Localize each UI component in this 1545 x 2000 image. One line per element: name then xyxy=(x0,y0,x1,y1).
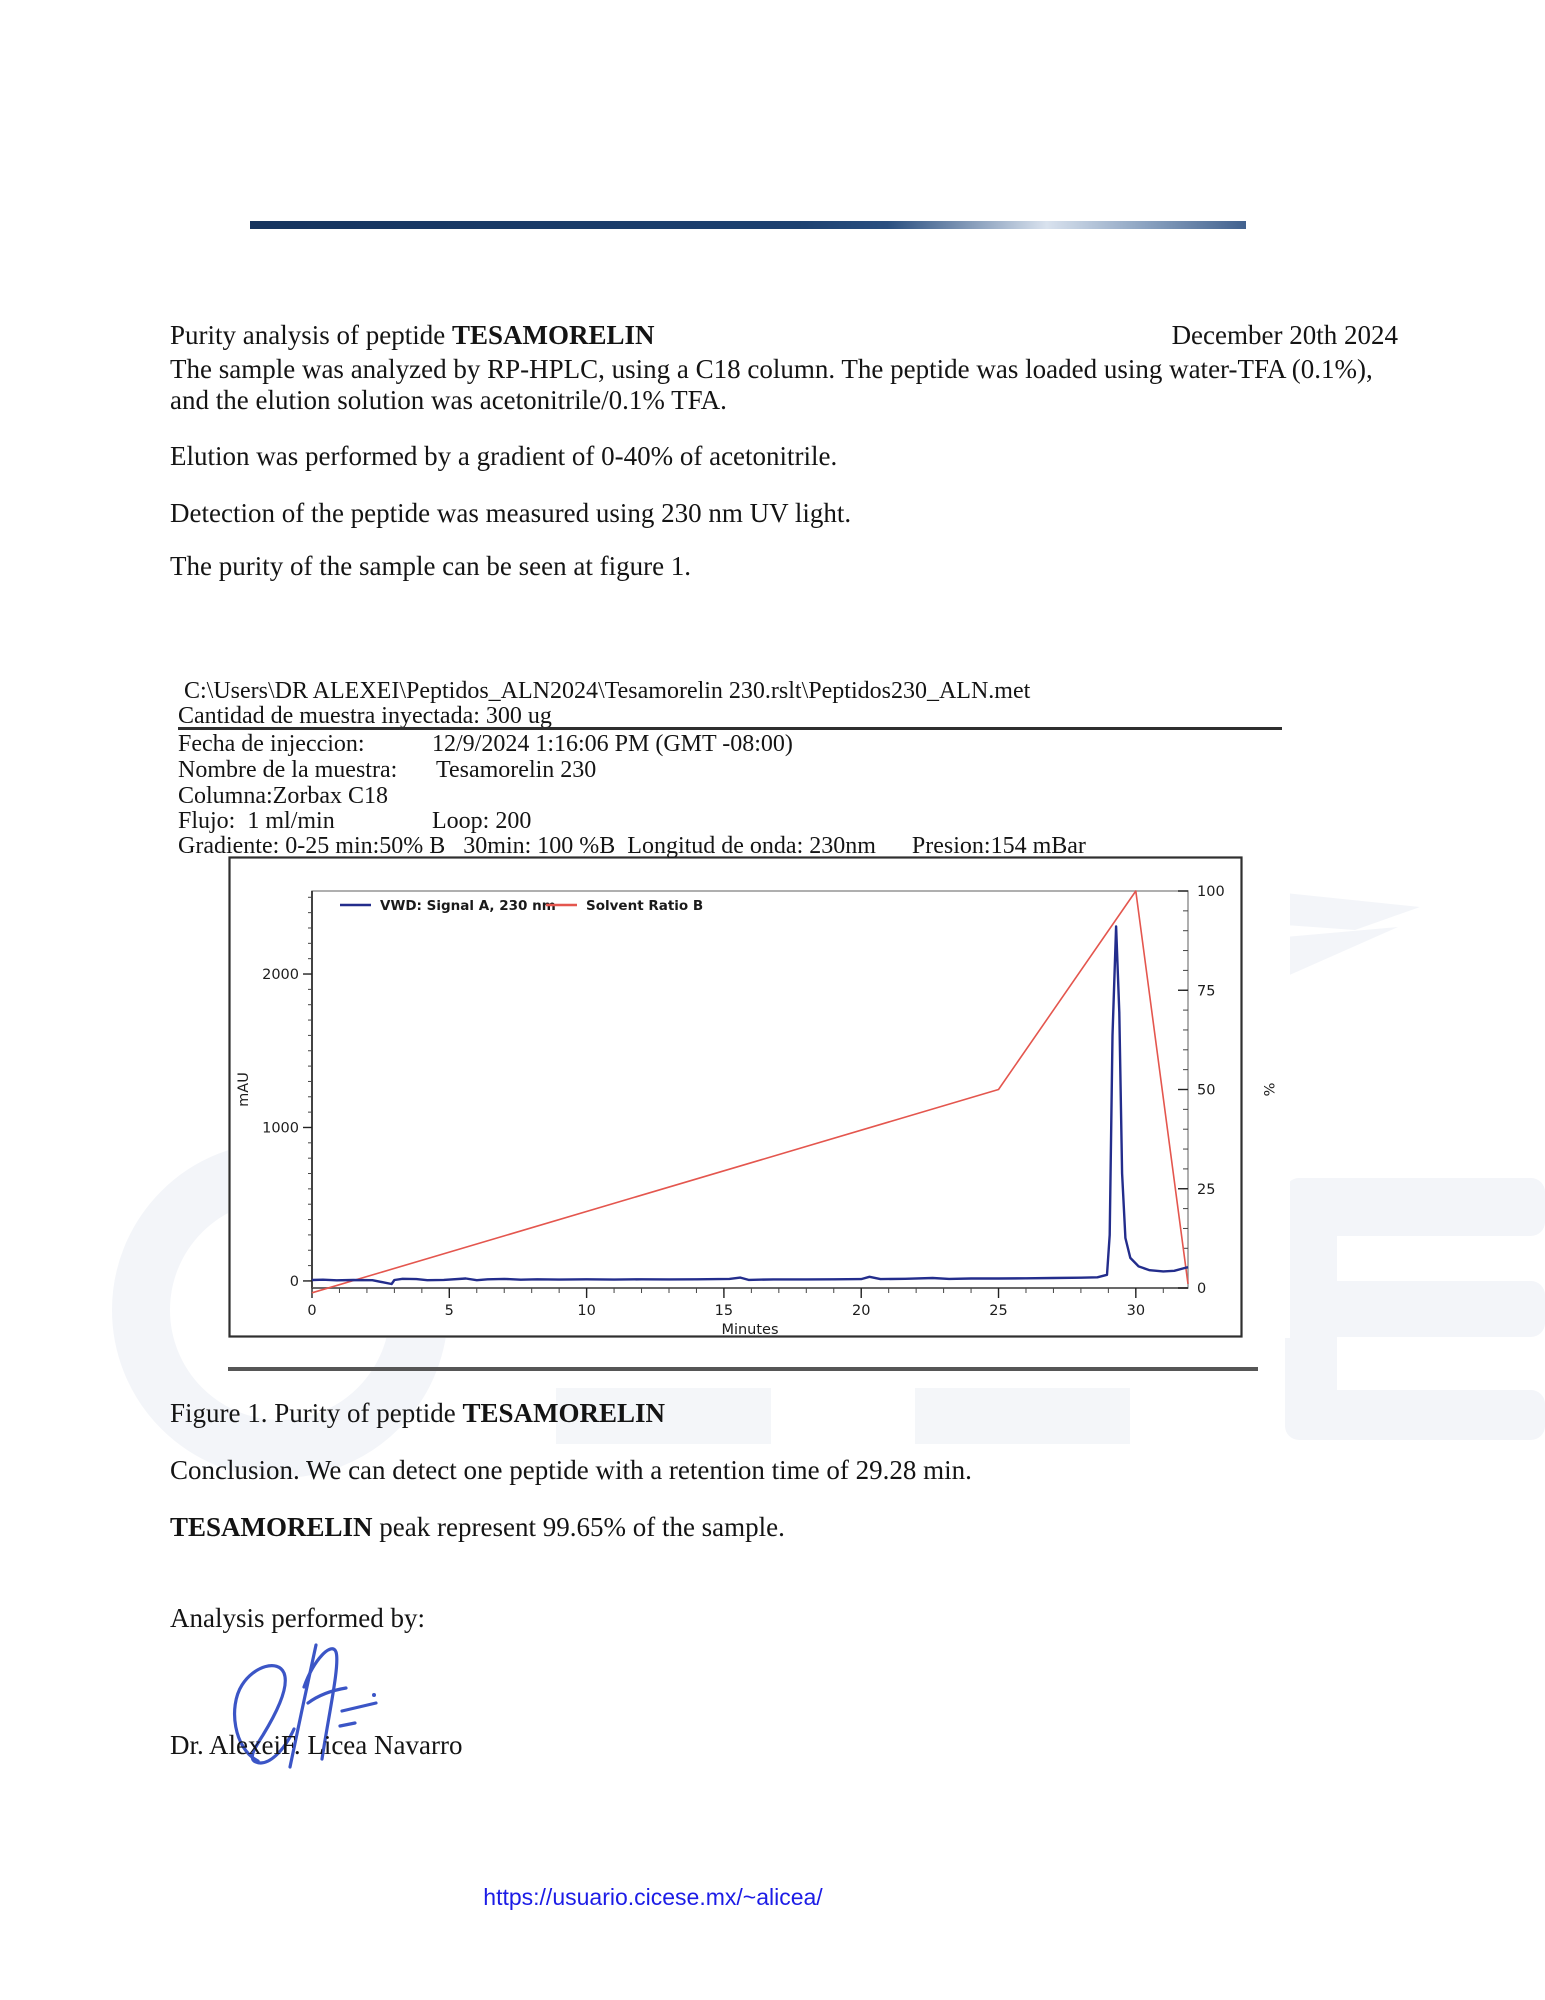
footer-link[interactable]: https://usuario.cicese.mx/~alicea/ xyxy=(483,1884,823,1910)
figure-caption-peptide: TESAMORELIN xyxy=(462,1398,666,1428)
column-info: Columna:Zorbax C18 xyxy=(178,783,388,809)
conclusion-line: Conclusion. We can detect one peptide wi… xyxy=(170,1455,972,1485)
svg-text:25: 25 xyxy=(1197,1182,1215,1198)
svg-text:20: 20 xyxy=(852,1303,870,1319)
svg-text:%: % xyxy=(1260,1083,1276,1097)
elution-paragraph: Elution was performed by a gradient of 0… xyxy=(170,441,838,471)
svg-text:mAU: mAU xyxy=(236,1072,252,1107)
svg-text:75: 75 xyxy=(1197,983,1215,999)
analysis-by-label: Analysis performed by: xyxy=(170,1603,425,1633)
svg-text:2000: 2000 xyxy=(262,967,299,983)
signer-name: Dr. AlexeiF. Licea Navarro xyxy=(170,1730,463,1760)
injection-date-label: Fecha de injeccion: xyxy=(178,731,365,757)
gradient-info: Gradiente: 0-25 min:50% B 30min: 100 %B … xyxy=(178,833,1086,859)
svg-text:30: 30 xyxy=(1127,1303,1145,1319)
watermark-bar xyxy=(556,1388,771,1444)
figure-caption: Figure 1. Purity of peptide TESAMORELIN xyxy=(170,1398,665,1429)
figure-bottom-divider xyxy=(228,1367,1258,1371)
method-file-path: C:\Users\DR ALEXEI\Peptidos_ALN2024\Tesa… xyxy=(184,678,1031,704)
svg-text:15: 15 xyxy=(715,1303,733,1319)
watermark-letter-e xyxy=(1285,1178,1545,1440)
header-divider xyxy=(250,221,1246,229)
purity-statement-rest: peak represent 99.65% of the sample. xyxy=(372,1512,785,1542)
svg-text:100: 100 xyxy=(1197,884,1225,900)
figure-caption-prefix: Figure 1. Purity of peptide xyxy=(170,1398,463,1428)
chromatogram-chart: 0 5 10 15 20 25 30 Minutes 0 1000 2000 mAU 0 25 50 75 10… xyxy=(228,856,1290,1338)
page-title: Purity analysis of peptide TESAMORELIN xyxy=(170,320,655,351)
loop-info: Loop: 200 xyxy=(432,808,532,834)
intro-paragraph-line2: and the elution solution was acetonitril… xyxy=(170,385,727,415)
page-title-prefix: Purity analysis of peptide xyxy=(170,320,452,350)
purity-reference-paragraph: The purity of the sample can be seen at … xyxy=(170,551,692,581)
svg-text:Solvent Ratio B: Solvent Ratio B xyxy=(586,898,703,914)
meta-underline xyxy=(178,727,1282,730)
intro-paragraph-line1: The sample was analyzed by RP-HPLC, usin… xyxy=(170,354,1373,384)
svg-text:0: 0 xyxy=(1197,1281,1206,1297)
report-date: December 20th 2024 xyxy=(1171,320,1398,350)
sample-name-label: Nombre de la muestra: xyxy=(178,757,398,783)
watermark-wedge xyxy=(1285,893,1420,977)
svg-text:0: 0 xyxy=(290,1274,299,1290)
sample-amount: Cantidad de muestra inyectada: 300 ug xyxy=(178,703,552,729)
watermark-bar xyxy=(915,1388,1130,1444)
flow-info: Flujo: 1 ml/min xyxy=(178,808,335,834)
page-title-peptide: TESAMORELIN xyxy=(451,320,655,350)
svg-text:Minutes: Minutes xyxy=(721,1322,778,1338)
purity-statement: TESAMORELIN peak represent 99.65% of the… xyxy=(170,1512,785,1543)
svg-text:25: 25 xyxy=(989,1303,1007,1319)
purity-statement-peptide: TESAMORELIN xyxy=(170,1512,373,1542)
svg-text:0: 0 xyxy=(307,1303,316,1319)
svg-text:1000: 1000 xyxy=(262,1120,299,1136)
svg-text:VWD: Signal A, 230 nm: VWD: Signal A, 230 nm xyxy=(380,898,556,914)
svg-text:50: 50 xyxy=(1197,1083,1215,1099)
signature xyxy=(233,1643,378,1769)
sample-name-value: Tesamorelin 230 xyxy=(436,757,597,783)
svg-text:5: 5 xyxy=(445,1303,454,1319)
injection-date-value: 12/9/2024 1:16:06 PM (GMT -08:00) xyxy=(432,731,793,757)
detection-paragraph: Detection of the peptide was measured us… xyxy=(170,498,852,528)
footer: https://usuario.cicese.mx/~alicea/ xyxy=(403,1884,903,1911)
svg-text:10: 10 xyxy=(577,1303,595,1319)
